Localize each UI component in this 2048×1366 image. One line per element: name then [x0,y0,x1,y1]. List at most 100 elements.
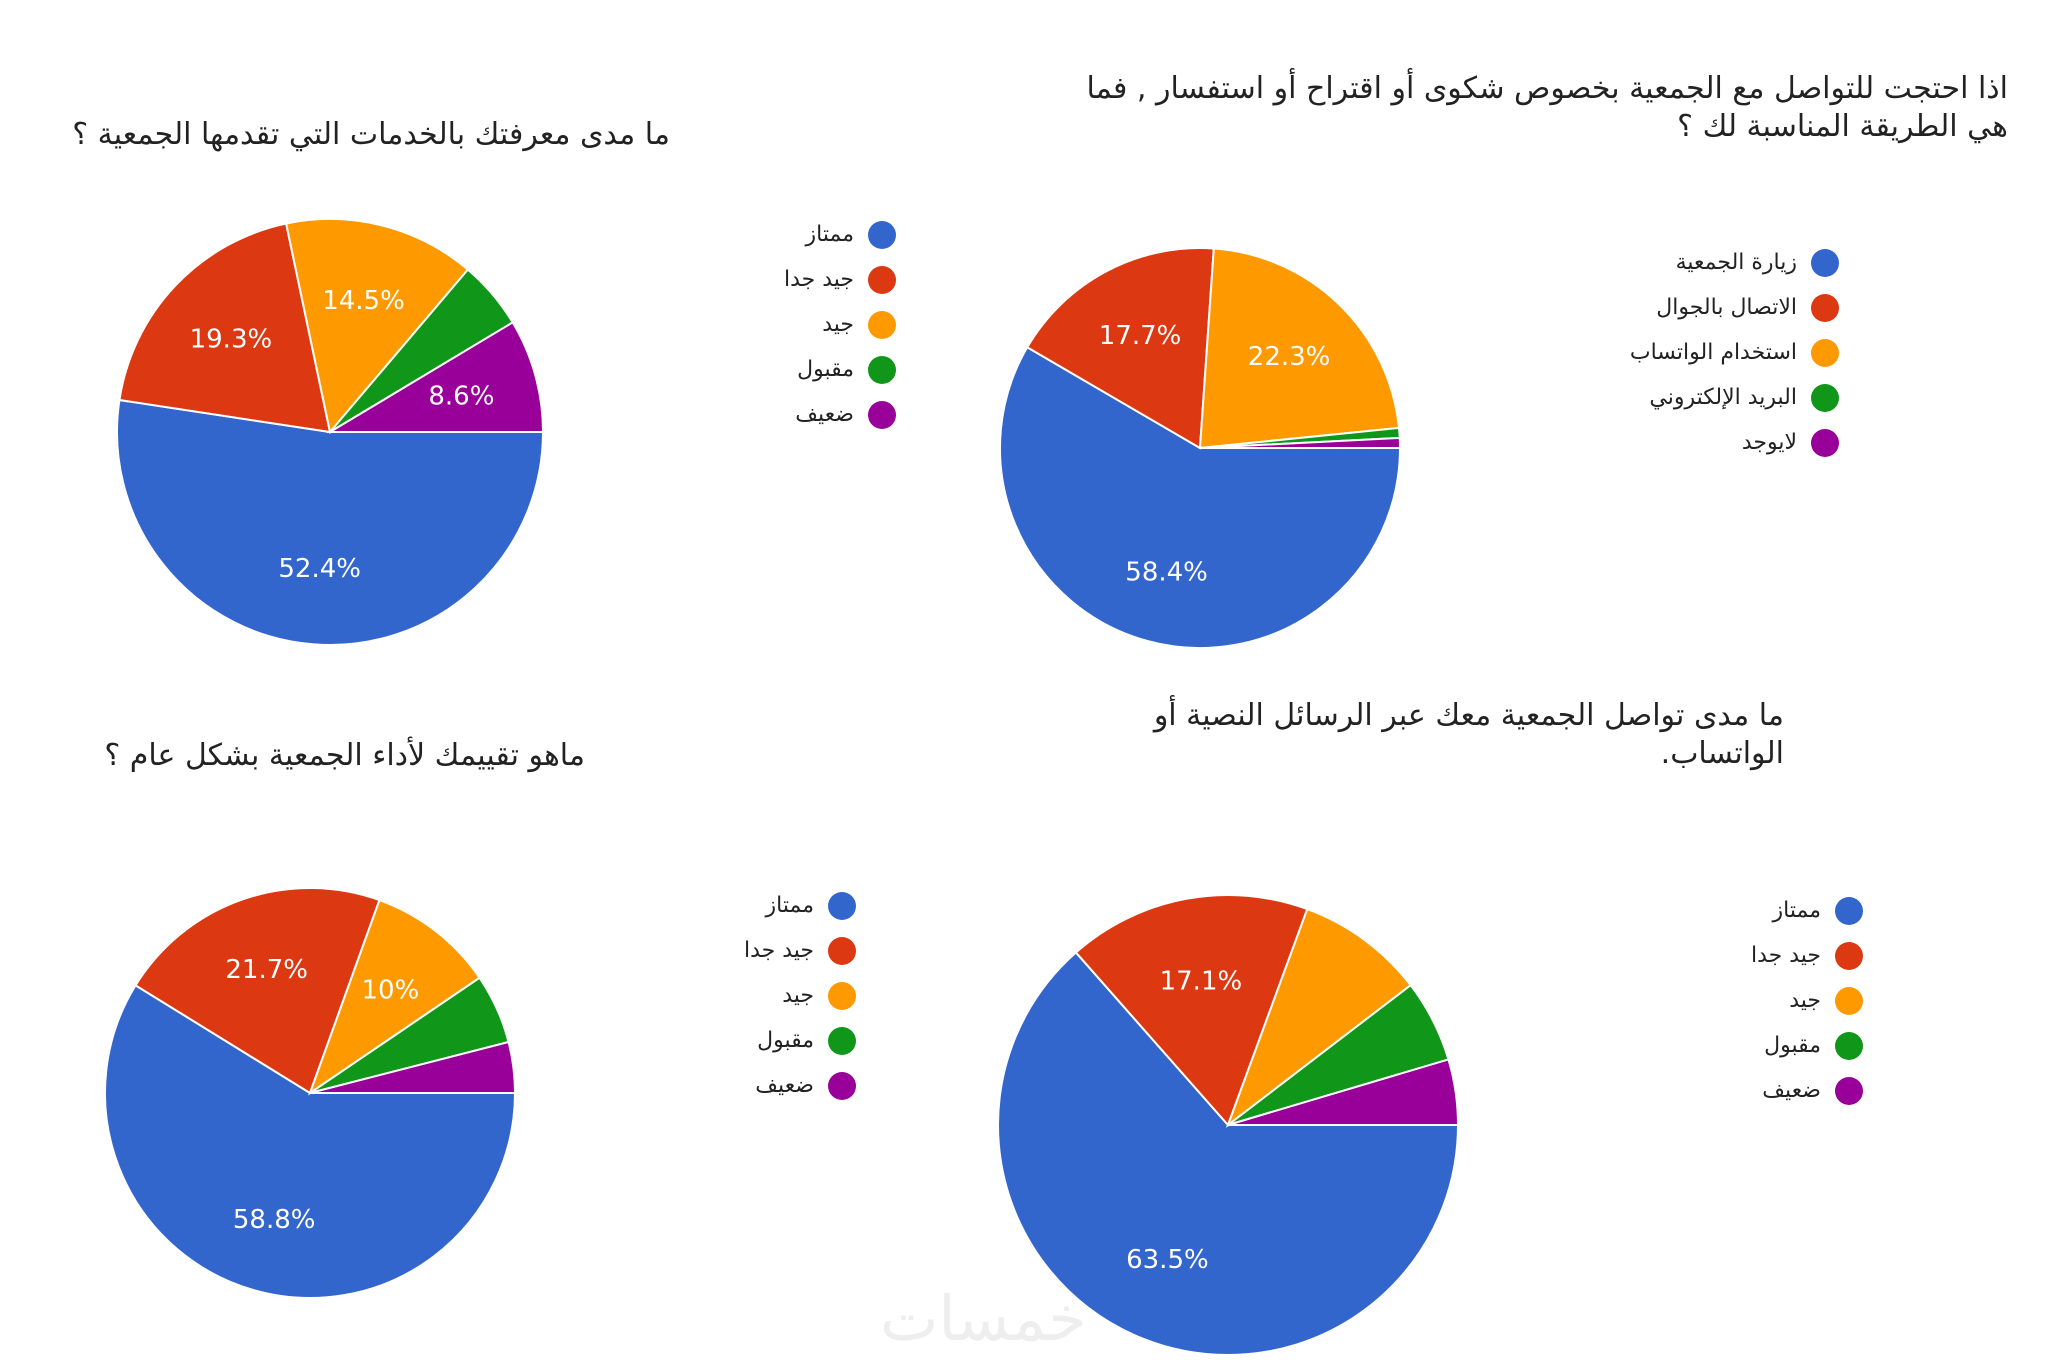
slice-data-label: 19.3% [190,324,273,354]
chart-title: ماهو تقييمك لأداء الجمعية بشكل عام ؟ [104,738,585,773]
legend-label: استخدام الواتساب [1629,340,1797,365]
pie-slice [118,222,332,434]
legend-item: جيد جدا [746,257,896,302]
legend-label: مقبول [797,357,854,382]
legend-item: مقبول [706,1018,856,1063]
legend-label: جيد [822,312,854,337]
pie-slice [997,951,1460,1356]
legend-item: البريد الإلكتروني [1619,375,1839,420]
chart-legend: ممتاز جيد جدا جيد مقبول ضعيف [706,883,856,1108]
slice-data-label: 58.8% [233,1205,316,1235]
pie-chart-overall-rating: ماهو تقييمك لأداء الجمعية بشكل عام ؟ 58.… [0,683,1024,1366]
legend-item: ممتاز [706,883,856,928]
legend-swatch [1811,338,1839,367]
legend-item: ضعيف [706,1063,856,1108]
pie-svg: 58.8% 21.7% 10% [104,887,517,1299]
pie-slice [999,345,1402,650]
pie-chart-messaging-contact: ما مدى تواصل الجمعية معك عبر الرسائل الن… [997,683,2048,1366]
slice-data-label: 63.5% [1126,1245,1209,1275]
legend-swatch [868,220,896,249]
slice-data-label: 14.5% [322,286,405,316]
legend-label: زيارة الجمعية [1675,250,1797,275]
legend-label: ممتاز [805,222,854,247]
legend-swatch [1835,1076,1863,1105]
legend-label: البريد الإلكتروني [1649,385,1797,410]
pie-slice [1025,247,1215,450]
chart-title: اذا احتجت للتواصل مع الجمعية بخصوص شكوى … [1086,71,2008,144]
pie-slice [1227,1058,1460,1126]
legend-swatch [1811,383,1839,412]
legend-label: ممتاز [1772,898,1821,923]
legend-swatch [868,355,896,384]
legend-item: مقبول [1713,1023,1863,1068]
legend-swatch [868,310,896,339]
pie-slice [1074,894,1309,1127]
legend-swatch [828,981,856,1010]
pie-slice [104,983,517,1299]
legend-item: مقبول [746,347,896,392]
legend-label: جيد جدا [1750,943,1821,968]
chart-title: ما مدى تواصل الجمعية معك عبر الرسائل الن… [1153,698,1784,771]
slice-data-label: 21.7% [225,955,308,985]
legend-label: ضعيف [755,1073,814,1098]
pie-chart-services-knowledge: ما مدى معرفتك بالخدمات التي تقدمها الجمع… [0,0,1024,683]
legend-item: ممتاز [1713,888,1863,933]
pie-slice [1199,436,1402,449]
legend-item: استخدام الواتساب [1619,330,1839,375]
pie-svg: 52.4% 19.3% 14.5% 8.6% [116,218,545,646]
legend-label: جيد جدا [743,938,814,963]
pie-slice [308,898,481,1096]
slice-data-label: 52.4% [278,554,361,584]
legend-label: الاتصال بالجوال [1656,295,1797,320]
legend-label: ممتاز [765,893,814,918]
slice-data-label: 8.6% [428,382,494,412]
legend-item: جيد [706,973,856,1018]
pie-chart-contact-method: اذا احتجت للتواصل مع الجمعية بخصوص شكوى … [999,0,2048,683]
legend-item: جيد جدا [1713,933,1863,978]
pie-slice [134,887,381,1095]
legend-item: زيارة الجمعية [1619,240,1839,285]
legend-item: ضعيف [746,392,896,437]
legend-label: جيد [1789,988,1821,1013]
legend-label: جيد جدا [783,267,854,292]
pie-slice [116,398,545,646]
chart-legend: ممتاز جيد جدا جيد مقبول ضعيف [1713,888,1863,1113]
pie-slice [1198,247,1401,450]
legend-swatch [868,265,896,294]
legend-label: جيد [782,983,814,1008]
pie-slice [284,218,470,435]
legend-swatch [1811,248,1839,277]
legend-swatch [828,891,856,920]
legend-swatch [868,400,896,429]
legend-item: لايوجد [1619,420,1839,465]
slice-data-label: 10% [362,975,420,1005]
legend-item: جيد [1713,978,1863,1023]
slice-data-label: 58.4% [1125,558,1208,588]
legend-swatch [1811,428,1839,457]
legend-swatch [1835,1031,1863,1060]
chart-title: ما مدى معرفتك بالخدمات التي تقدمها الجمع… [72,117,670,152]
slice-data-label: 22.3% [1248,342,1331,372]
legend-label: مقبول [1764,1033,1821,1058]
legend-swatch [828,936,856,965]
slice-data-label: 17.7% [1099,321,1182,351]
pie-svg: 58.4% 17.7% 22.3% [999,247,1402,650]
legend-item: جيد جدا [706,928,856,973]
legend-swatch [828,1026,856,1055]
legend-label: لايوجد [1741,430,1797,455]
legend-swatch [1835,896,1863,925]
pie-slice [1225,907,1413,1128]
pie-slice [309,1040,517,1094]
pie-slice [326,321,545,433]
legend-item: جيد [746,302,896,347]
legend-swatch [828,1071,856,1100]
legend-item: الاتصال بالجوال [1619,285,1839,330]
watermark-text: خمسات [880,1282,1087,1355]
legend-label: ضعيف [1762,1078,1821,1103]
legend-item: ضعيف [1713,1068,1863,1113]
legend-label: مقبول [757,1028,814,1053]
legend-item: ممتاز [746,212,896,257]
legend-label: ضعيف [795,402,854,427]
legend-swatch [1811,293,1839,322]
legend-swatch [1835,941,1863,970]
